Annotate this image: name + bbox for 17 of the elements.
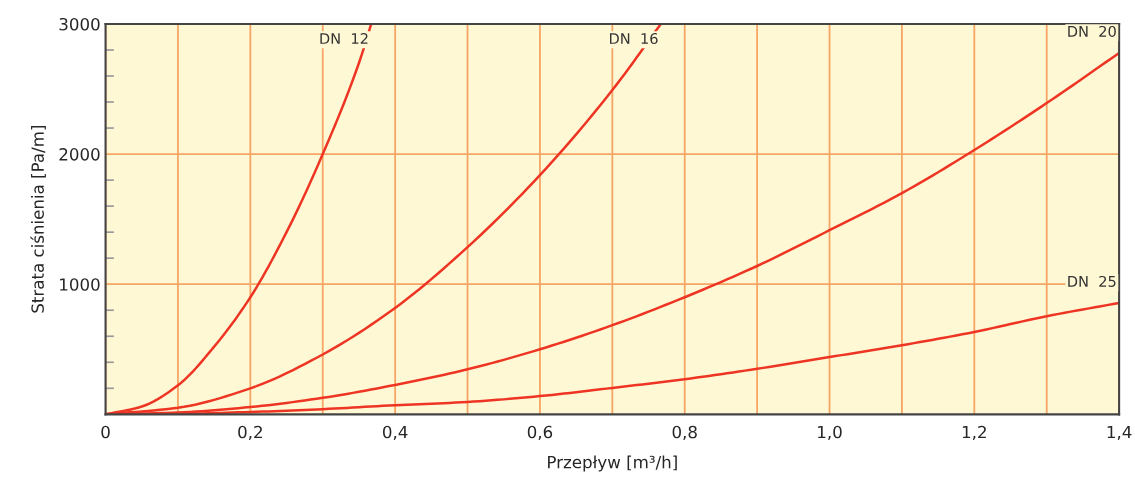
x-tick-label: 0,6 — [527, 425, 553, 441]
x-tick-label: 0,2 — [238, 425, 262, 441]
series-label: DN 12 — [320, 33, 368, 44]
series-label: DN 16 — [610, 33, 658, 45]
x-tick-label: 0 — [101, 425, 110, 439]
x-tick-label: 1,4 — [1107, 425, 1132, 441]
y-axis-title: Strata ciśnienia [Pa/m] — [30, 125, 46, 313]
x-tick-label: 0,8 — [672, 425, 697, 441]
series-label: DN 20 — [1068, 25, 1116, 37]
x-tick-label: 0,4 — [382, 425, 408, 441]
y-tick-label: 2000 — [59, 148, 100, 161]
series-label: DN 25 — [1068, 275, 1116, 287]
x-axis-title: Przepływ [m³/h] — [548, 455, 677, 472]
y-tick-label: 1000 — [60, 278, 100, 291]
x-tick-label: 1,0 — [818, 425, 842, 441]
y-tick-label: 3000 — [59, 17, 100, 31]
x-tick-label: 1,2 — [962, 425, 986, 441]
